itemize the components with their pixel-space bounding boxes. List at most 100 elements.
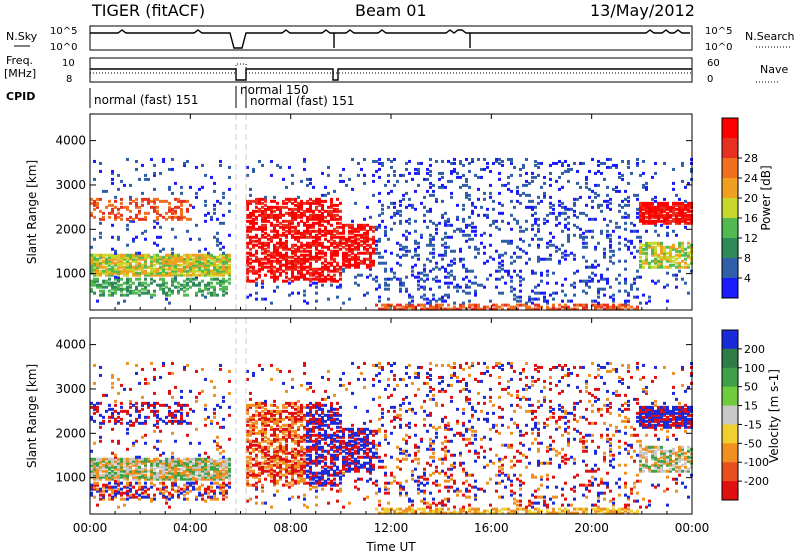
velocity-cell [222, 417, 225, 421]
power-cell [309, 197, 312, 201]
power-cell [132, 237, 135, 241]
power-cell [210, 269, 213, 273]
velocity-cell [156, 471, 159, 475]
power-cell [102, 271, 105, 275]
velocity-cell [120, 461, 123, 465]
power-colorbar-tick-label: 24 [744, 172, 758, 185]
velocity-cell [111, 465, 114, 469]
power-cell [381, 307, 384, 311]
power-cell [276, 247, 279, 251]
power-cell [114, 255, 117, 259]
power-cell [153, 205, 156, 209]
power-cell [363, 239, 366, 243]
power-cell [465, 283, 468, 287]
power-cell [651, 203, 654, 207]
power-cell [678, 243, 681, 247]
power-cell [309, 203, 312, 207]
velocity-cell [180, 389, 183, 393]
power-cell [99, 271, 102, 275]
power-cell [246, 271, 249, 275]
velocity-cell [222, 425, 225, 429]
power-cell [108, 273, 111, 277]
power-cell [465, 195, 468, 199]
velocity-cell [285, 461, 288, 465]
velocity-cell [297, 439, 300, 443]
power-cell [195, 255, 198, 259]
power-cell [297, 275, 300, 279]
velocity-cell [267, 437, 270, 441]
power-cell [672, 205, 675, 209]
power-cell [162, 287, 165, 291]
power-cell [618, 241, 621, 245]
velocity-cell [186, 363, 189, 367]
power-cell [360, 243, 363, 247]
power-cell [357, 237, 360, 241]
power-cell [402, 253, 405, 257]
power-cell [348, 177, 351, 181]
power-cell [636, 249, 639, 253]
power-cell [258, 275, 261, 279]
power-cell [300, 243, 303, 247]
power-cell [120, 293, 123, 297]
power-cell [162, 291, 165, 295]
power-cell [324, 233, 327, 237]
power-cell [666, 217, 669, 221]
power-cell [414, 247, 417, 251]
velocity-cell [183, 461, 186, 465]
power-cell [549, 177, 552, 181]
power-cell [294, 229, 297, 233]
power-cell [678, 213, 681, 217]
velocity-cell [135, 471, 138, 475]
power-cell [192, 253, 195, 257]
power-cell [201, 273, 204, 277]
power-cell [663, 217, 666, 221]
power-cell [111, 223, 114, 227]
power-cell [498, 291, 501, 295]
power-cell [174, 253, 177, 257]
velocity-cell [276, 435, 279, 439]
power-cell [372, 259, 375, 263]
power-cell [567, 167, 570, 171]
velocity-cell [153, 457, 156, 461]
power-cell [204, 267, 207, 271]
power-cell [282, 233, 285, 237]
power-cell [291, 273, 294, 277]
power-cell [291, 291, 294, 295]
power-cell [654, 195, 657, 199]
power-cell [366, 229, 369, 233]
velocity-cell [273, 469, 276, 473]
power-cell [327, 273, 330, 277]
power-cell [135, 159, 138, 163]
velocity-cell [249, 445, 252, 449]
power-cell [324, 265, 327, 269]
power-cell [597, 303, 600, 307]
power-cell [198, 289, 201, 293]
power-cell [204, 247, 207, 251]
power-cell [150, 257, 153, 261]
power-cell [510, 189, 513, 193]
power-cell [474, 255, 477, 259]
power-cell [603, 199, 606, 203]
power-cell [432, 277, 435, 281]
power-cell [666, 225, 669, 229]
power-cell [555, 307, 558, 311]
power-cell [645, 201, 648, 205]
power-cell [261, 265, 264, 269]
power-cell [558, 261, 561, 265]
power-cell [447, 295, 450, 299]
power-cell [555, 281, 558, 285]
power-colorbar-swatch [722, 118, 738, 139]
power-cell [108, 267, 111, 271]
power-cell [213, 263, 216, 267]
power-cell [270, 221, 273, 225]
velocity-cell [216, 447, 219, 451]
power-cell [186, 229, 189, 233]
power-cell [357, 225, 360, 229]
power-cell [315, 253, 318, 257]
power-cell [645, 203, 648, 207]
power-cell [666, 255, 669, 259]
power-cell [576, 307, 579, 311]
power-cell [213, 271, 216, 275]
power-cell [405, 249, 408, 253]
power-cell [309, 249, 312, 253]
